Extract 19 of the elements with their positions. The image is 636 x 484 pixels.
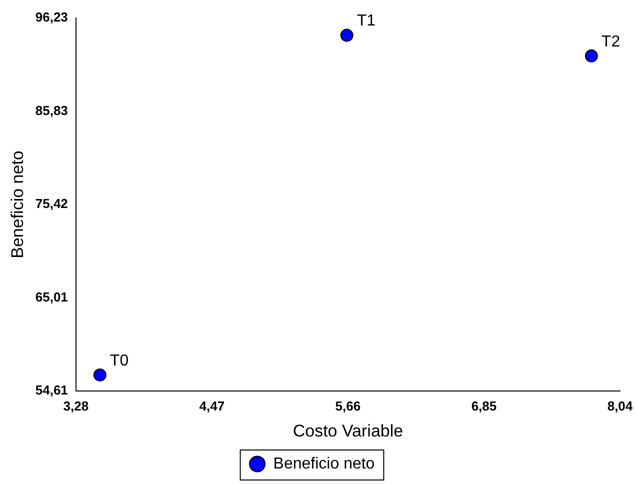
x-tick-label: 8,04 (607, 398, 634, 414)
x-tick-label: 6,85 (471, 398, 497, 414)
x-tick-label: 4,47 (199, 398, 225, 414)
y-tick-label: 96,23 (35, 10, 68, 25)
point (340, 28, 354, 42)
x-tick-label: 3,28 (63, 398, 89, 414)
x-tick-label: 5,66 (335, 398, 361, 414)
y-tick-label: 54,61 (35, 382, 68, 398)
legend-label: Beneficio neto (273, 455, 375, 472)
annotation: T1 (356, 12, 376, 30)
y-tick-label: 65,01 (35, 289, 68, 304)
x-axis-title: Costo Variable (292, 421, 404, 440)
point (93, 368, 106, 382)
annotation: T0 (110, 352, 129, 370)
point (584, 49, 598, 62)
y-tick-label: 75,42 (35, 196, 68, 212)
y-tick-label: 85,83 (35, 102, 68, 118)
annotation: T2 (601, 33, 620, 50)
y-axis-title: Beneficio neto (8, 150, 27, 258)
